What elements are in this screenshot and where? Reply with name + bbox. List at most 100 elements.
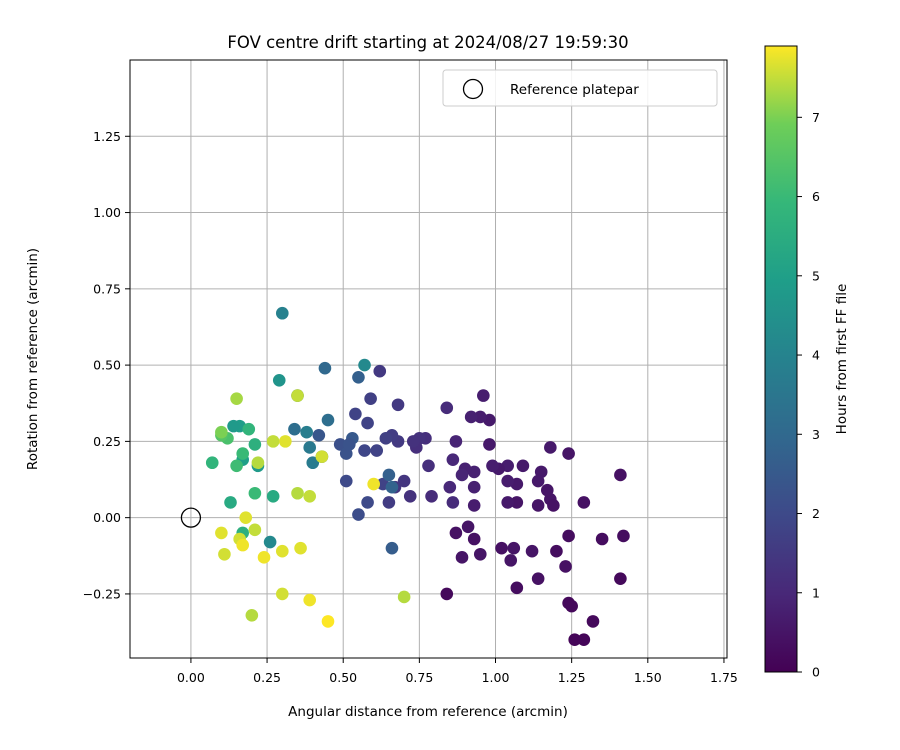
colorbar-tick-label: 7: [812, 110, 820, 125]
y-tick-label: −0.25: [83, 586, 121, 601]
data-point: [565, 599, 578, 613]
data-point: [559, 560, 572, 573]
data-point: [385, 480, 399, 494]
data-point: [321, 413, 335, 427]
reference-platepar-point: [180, 507, 202, 528]
data-points: [205, 306, 630, 646]
data-point: [230, 459, 243, 473]
y-tick-label: 0.25: [93, 434, 121, 449]
x-tick-label: 0.00: [177, 670, 205, 685]
legend-box: [442, 69, 718, 107]
data-point: [321, 615, 335, 628]
data-point: [562, 529, 575, 543]
data-point: [467, 480, 481, 494]
y-tick-label: 0.50: [93, 358, 121, 373]
y-tick-label: 0.00: [93, 510, 121, 525]
data-point: [486, 459, 499, 473]
data-point: [303, 593, 317, 607]
data-point: [577, 633, 591, 646]
y-tick-label: 1.25: [93, 129, 121, 144]
data-point: [248, 486, 262, 500]
data-point: [257, 551, 271, 564]
data-point: [540, 483, 554, 497]
data-point: [473, 410, 487, 424]
data-point: [248, 523, 262, 537]
data-point: [406, 435, 420, 448]
x-tick-label: 1.50: [634, 670, 662, 685]
data-point: [525, 544, 539, 558]
data-point: [266, 435, 280, 448]
data-point: [352, 508, 365, 521]
data-point: [467, 499, 481, 512]
data-point: [510, 581, 524, 595]
data-point: [339, 474, 353, 488]
data-point: [531, 499, 545, 512]
data-point: [422, 459, 435, 473]
data-point: [288, 422, 301, 436]
data-point: [318, 361, 332, 375]
colorbar-tick-label: 3: [812, 427, 820, 442]
data-point: [361, 496, 374, 509]
data-point: [614, 572, 627, 585]
data-point: [464, 410, 478, 424]
data-point: [300, 425, 313, 439]
data-point: [449, 526, 463, 540]
data-point: [397, 474, 411, 488]
data-point: [306, 456, 320, 470]
colorbar-tick-label: 6: [812, 189, 820, 204]
data-point: [547, 499, 560, 512]
x-tick-label: 1.25: [558, 670, 586, 685]
data-point: [544, 441, 557, 454]
data-point: [577, 496, 591, 509]
legend-open-circle-icon: [462, 78, 484, 100]
data-point: [504, 554, 518, 567]
data-point: [303, 441, 317, 454]
data-point: [385, 541, 399, 555]
data-point: [227, 419, 240, 433]
data-point: [236, 447, 249, 460]
y-axis-label: Rotation from reference (arcmin): [25, 248, 41, 470]
y-tick-label: 1.00: [93, 205, 121, 220]
colorbar-tick-label: 1: [812, 585, 820, 600]
data-point: [562, 447, 575, 460]
x-tick-label: 0.50: [329, 670, 357, 685]
x-tick-label: 1.75: [710, 670, 738, 685]
data-point: [275, 544, 289, 558]
data-point: [568, 633, 582, 646]
data-point: [279, 435, 292, 448]
colorbar-tick-label: 5: [812, 268, 820, 283]
data-point: [248, 438, 262, 451]
data-point: [291, 389, 304, 402]
data-point: [440, 587, 454, 601]
data-point: [446, 453, 460, 466]
colorbar: 0 1 2 3 4 5 6 7 Hours from first FF file: [764, 45, 850, 680]
data-point: [239, 511, 253, 524]
colorbar-tick-label: 4: [812, 348, 820, 363]
data-point: [455, 468, 469, 482]
data-point: [251, 456, 265, 470]
y-axis-ticks: −0.25 0.00 0.25 0.50 0.75 1.00 1.25: [83, 129, 130, 601]
x-axis-label: Angular distance from reference (arcmin): [288, 704, 568, 720]
data-point: [397, 590, 411, 604]
data-point: [550, 544, 563, 558]
colorbar-gradient: [764, 45, 798, 673]
data-point: [275, 306, 289, 320]
data-point: [477, 389, 490, 402]
x-tick-label: 1.00: [482, 670, 510, 685]
data-point: [516, 459, 530, 473]
data-point: [215, 526, 228, 540]
data-point: [617, 529, 630, 543]
data-point: [230, 392, 243, 405]
data-point: [361, 416, 374, 430]
data-point: [425, 489, 438, 503]
data-point: [291, 486, 304, 500]
data-point: [303, 489, 317, 503]
data-point: [507, 541, 521, 555]
data-point: [245, 608, 259, 622]
data-point: [224, 496, 237, 509]
colorbar-ticks: 0 1 2 3 4 5 6 7: [797, 110, 820, 680]
data-point: [443, 480, 457, 494]
data-point: [501, 496, 514, 509]
data-point: [391, 398, 405, 412]
